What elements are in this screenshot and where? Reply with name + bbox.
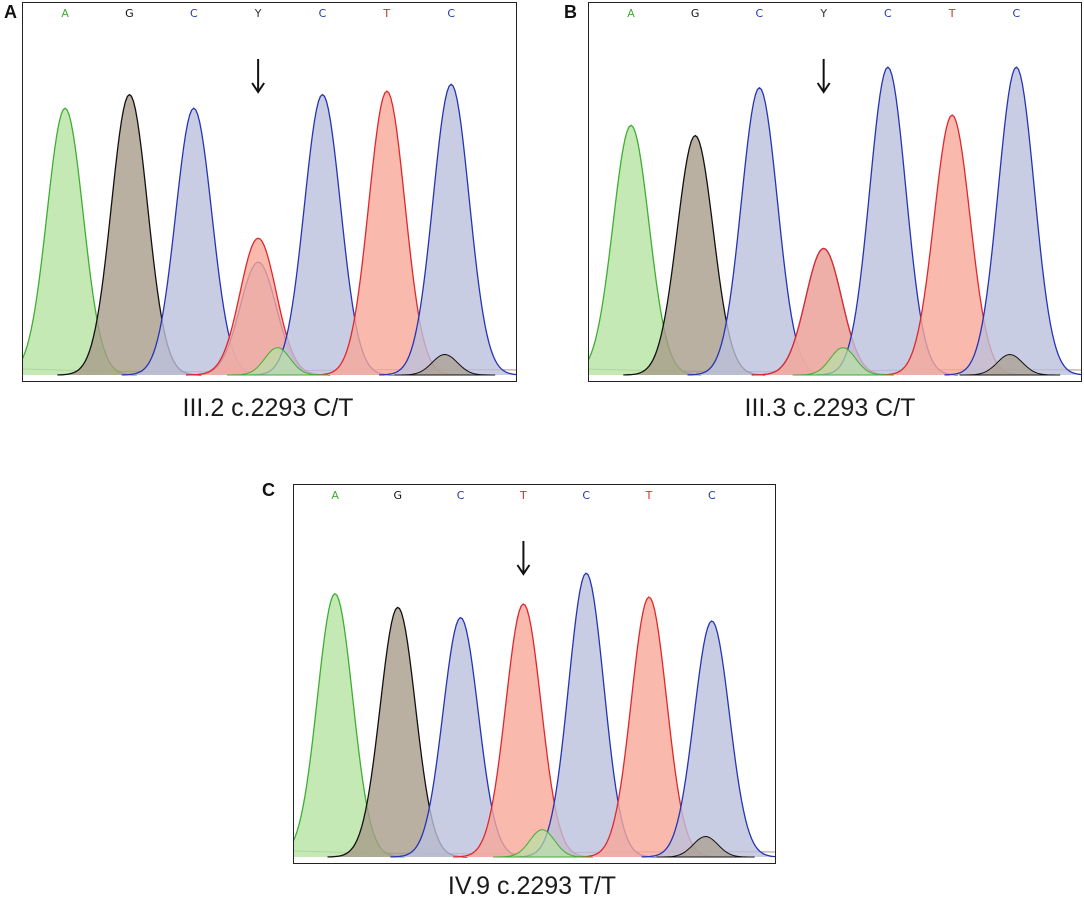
peak-C-2 xyxy=(121,108,266,375)
peak-C-4 xyxy=(515,573,657,857)
base-label-3: Y xyxy=(254,7,262,20)
base-label-5: T xyxy=(948,7,956,20)
peak-line-C-6 xyxy=(379,83,516,376)
base-label-4: C xyxy=(582,489,590,502)
peak-G-1 xyxy=(327,607,469,857)
caption-a: III.2 c.2293 C/T xyxy=(182,394,354,422)
base-label-3: Y xyxy=(819,7,827,20)
base-label-0: A xyxy=(627,7,635,20)
panel-letter-c: C xyxy=(262,480,275,500)
peak-C-6 xyxy=(944,67,1081,375)
panel-letter-b: B xyxy=(564,2,577,22)
peak-C-4 xyxy=(815,67,960,375)
base-label-5: T xyxy=(382,7,390,20)
peak-T-3 xyxy=(186,238,331,375)
peak-T-5 xyxy=(578,597,720,857)
peak-line-C-6 xyxy=(944,66,1081,376)
base-label-4: C xyxy=(884,7,892,20)
minor-peak-1 xyxy=(394,353,496,376)
peak-T-5 xyxy=(314,91,459,375)
base-label-4: C xyxy=(319,7,327,20)
base-label-2: C xyxy=(190,7,198,20)
base-label-2: C xyxy=(756,7,764,20)
peak-C-6 xyxy=(641,621,775,857)
base-label-3: T xyxy=(519,489,527,502)
mutation-arrow xyxy=(251,59,265,94)
panel-letter-a: A xyxy=(4,2,17,22)
minor-peak-0 xyxy=(493,829,592,858)
base-label-0: A xyxy=(61,7,69,20)
peak-line-C-6 xyxy=(641,620,775,858)
peak-C-2 xyxy=(687,87,832,375)
peak-C-6 xyxy=(379,84,516,375)
peak-C-2 xyxy=(390,617,531,857)
peak-T-5 xyxy=(880,115,1024,375)
caption-b: III.3 c.2293 C/T xyxy=(744,394,916,422)
mutation-arrow xyxy=(816,59,831,94)
base-label-1: G xyxy=(394,489,403,502)
peak-T-3 xyxy=(453,604,594,857)
base-label-2: C xyxy=(457,489,465,502)
base-label-6: C xyxy=(708,489,716,502)
peak-C-4 xyxy=(250,94,395,375)
mutation-arrow xyxy=(516,541,531,576)
peak-G-1 xyxy=(57,94,202,375)
base-label-1: G xyxy=(125,7,134,20)
caption-c: IV.9 c.2293 T/T xyxy=(447,872,617,900)
minor-peak-1 xyxy=(959,353,1061,376)
base-label-1: G xyxy=(691,7,700,20)
base-label-0: A xyxy=(331,489,339,502)
base-label-5: T xyxy=(645,489,653,502)
base-label-6: C xyxy=(447,7,455,20)
peak-G-1 xyxy=(623,135,768,375)
minor-peak-0 xyxy=(792,347,894,376)
minor-peak-0 xyxy=(227,347,328,376)
base-label-6: C xyxy=(1012,7,1020,20)
minor-peak-1 xyxy=(656,835,755,858)
peak-T-3 xyxy=(751,248,896,375)
